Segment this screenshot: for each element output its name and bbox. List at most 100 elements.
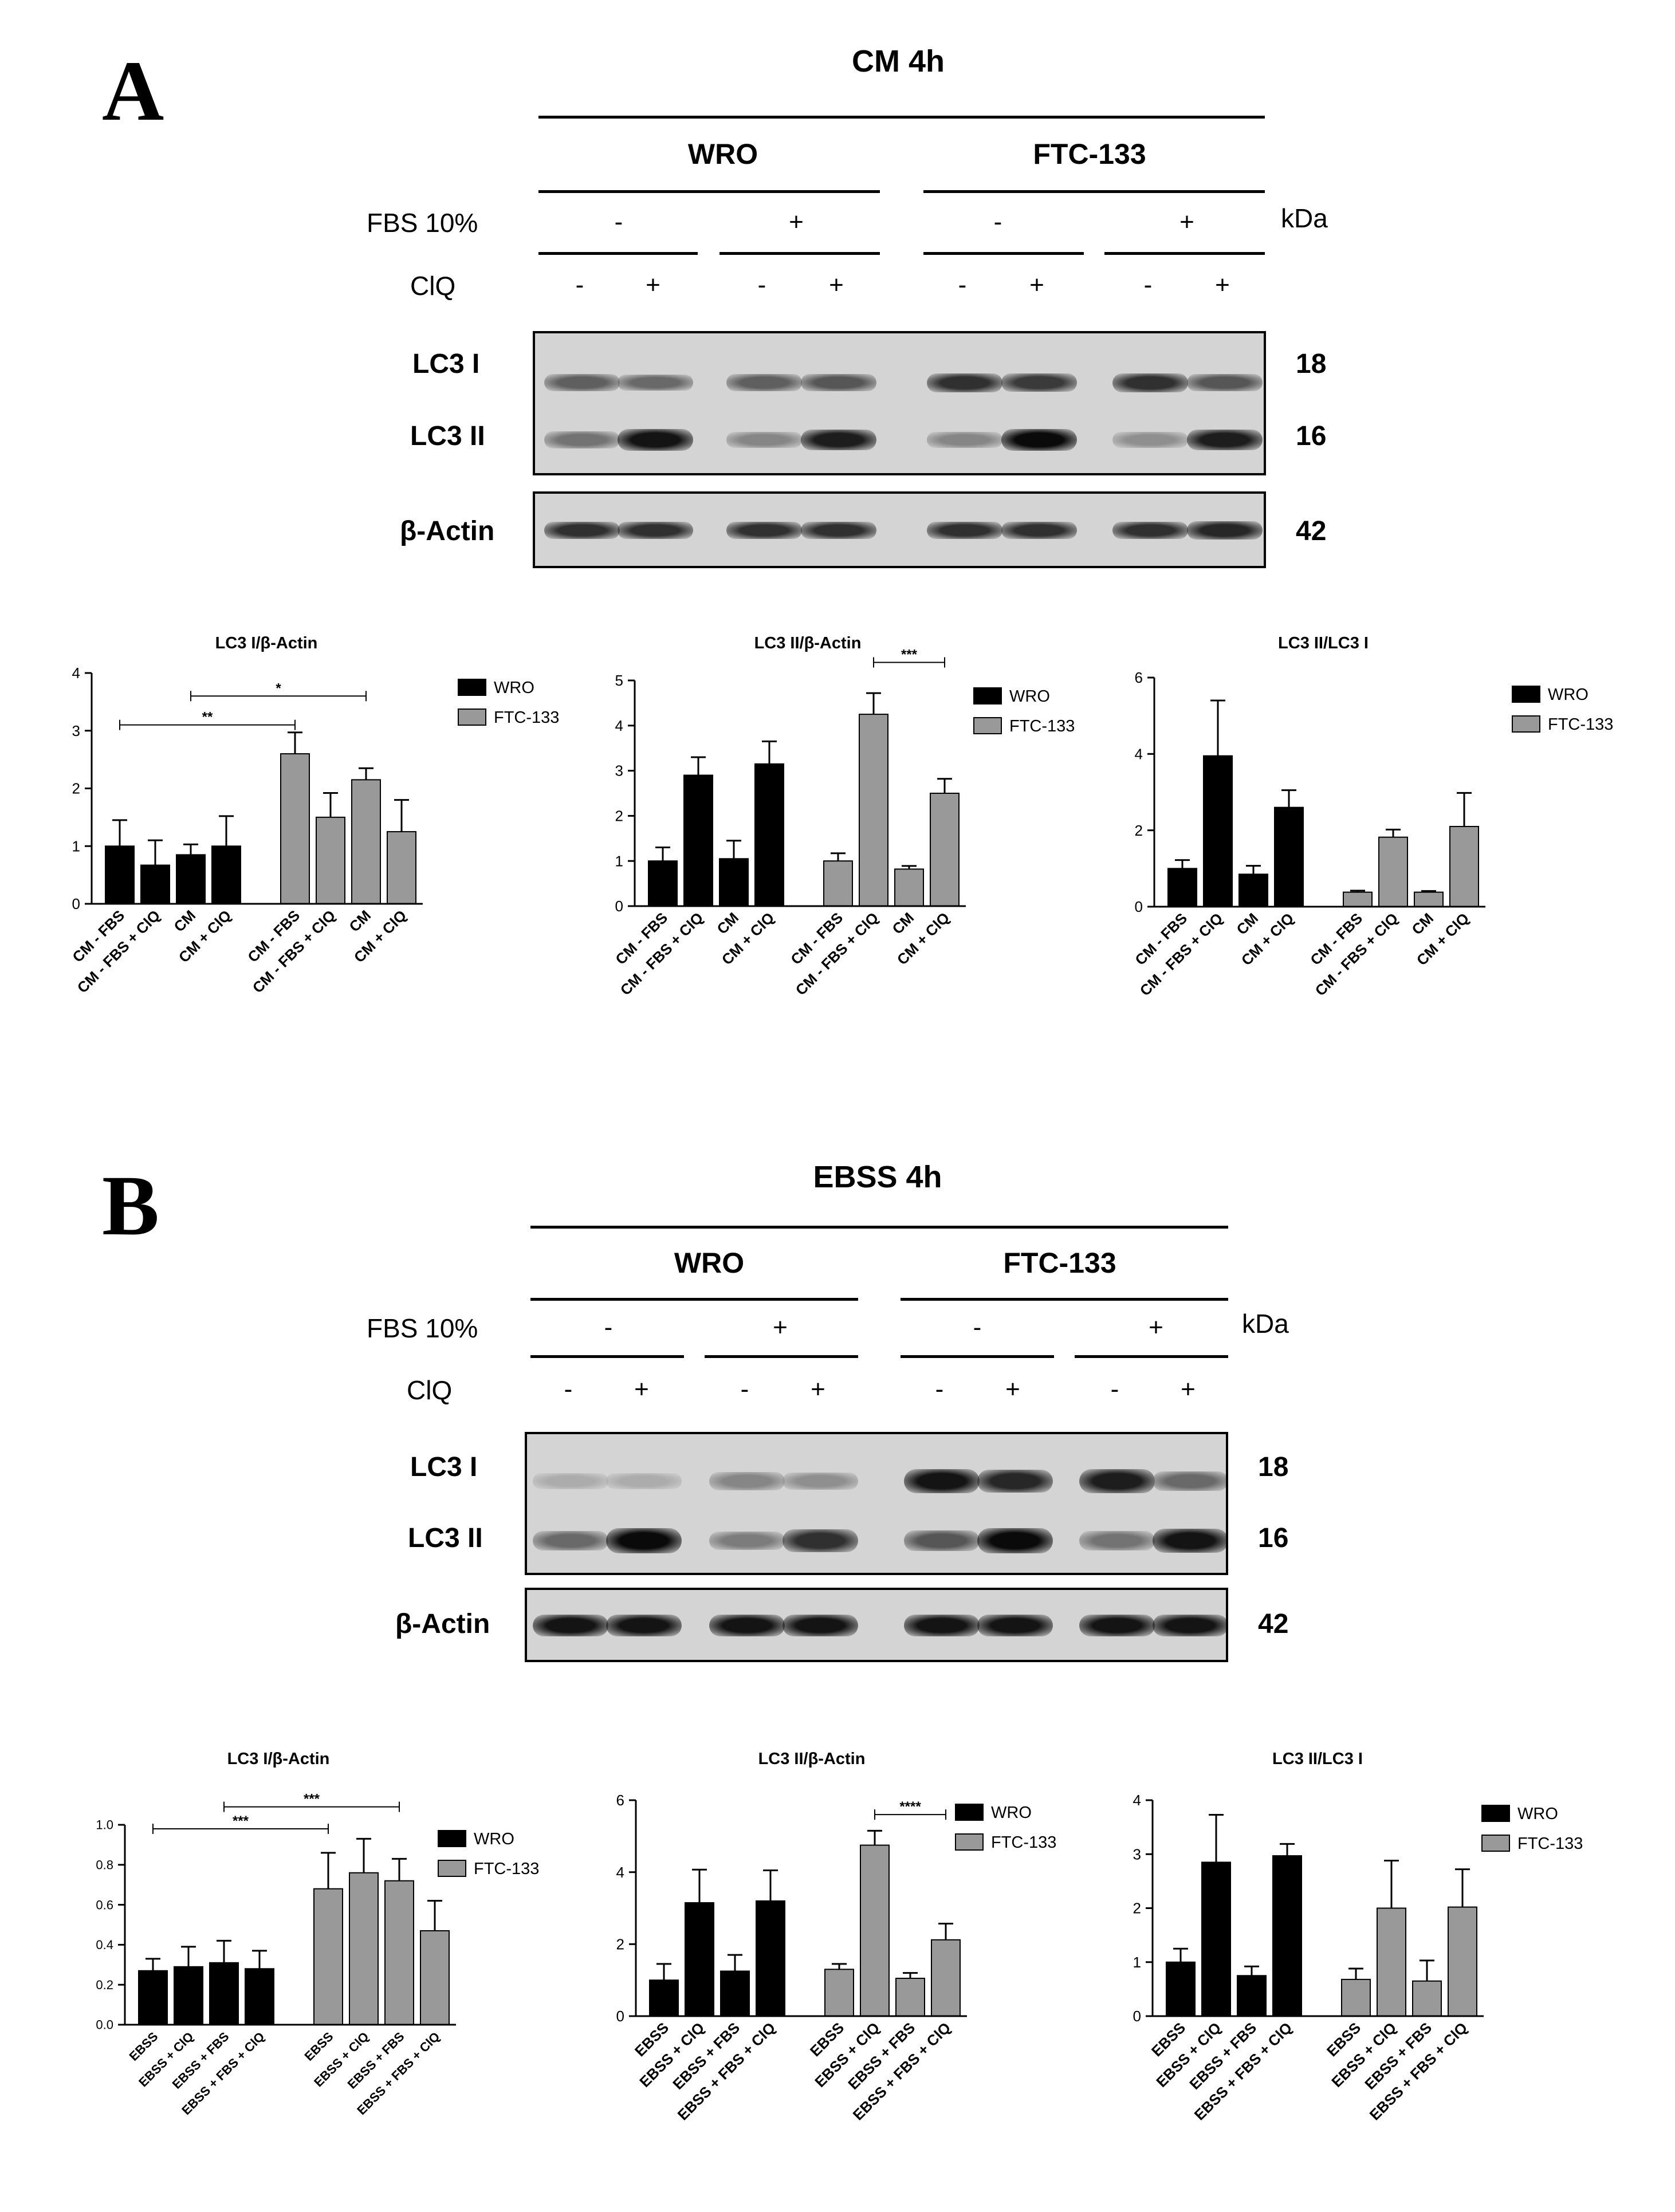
y-tick-label: 6 [616,1792,624,1809]
bar [1203,755,1233,908]
blot-band [618,429,693,451]
x-tick-label: EBSS [301,2029,336,2064]
legend-swatch [955,1833,984,1851]
clq-sign: + [1215,271,1230,299]
blot-actin [525,1588,1228,1662]
legend-swatch [458,679,486,696]
clq-sign: - [564,1375,573,1403]
clq-sign: - [1143,271,1153,299]
y-tick-label: 0.4 [96,1938,113,1952]
bar [138,1970,168,2025]
bar [754,763,784,907]
blot-band [927,373,1002,392]
bar [1166,1961,1196,2017]
clq-sign: + [829,271,844,299]
legend-label: FTC-133 [1517,1835,1583,1853]
y-tick-label: 3 [615,762,623,780]
bar [420,1930,450,2025]
blot-band [927,521,1002,540]
chart-title: LC3 II/β-Actin [754,634,862,652]
legend-label: WRO [474,1830,514,1848]
fbs-sign: - [973,1313,982,1341]
x-tick-label: CM [888,909,917,938]
bar [648,860,678,907]
fbs-sign: - [604,1313,613,1341]
divider-line [1104,252,1265,255]
bar [823,860,853,907]
legend-label: FTC-133 [1548,715,1613,734]
bar [280,753,310,905]
bar [683,774,713,907]
bar [1377,1907,1406,2017]
bar [349,1872,379,2025]
y-tick-label: 1.0 [96,1818,113,1832]
blot-band [544,521,620,540]
bar [1378,836,1408,907]
y-tick-label: 4 [1135,745,1143,762]
bar [176,854,206,904]
bar [1167,868,1197,908]
divider-line [901,1355,1054,1358]
bar [351,779,381,905]
y-tick-label: 0.6 [96,1898,113,1912]
clq-label: ClQ [407,1375,453,1405]
blot-band [544,431,620,448]
significance-label: ** [202,710,213,725]
fbs-sign: - [614,208,623,236]
legend-label: WRO [494,679,534,697]
blot-band [1153,1471,1226,1491]
blot-band [606,1473,682,1489]
blot-band [726,521,802,540]
bar [1274,806,1304,907]
blot-band [1187,429,1263,451]
legend-swatch [458,709,486,726]
panel-letter-b: B [102,1158,160,1253]
kda-label: kDa [1242,1309,1289,1339]
y-tick-label: 1 [72,837,80,855]
blot-band [904,1469,980,1494]
divider-line [923,252,1084,255]
group-label-wro: WRO [674,1247,745,1279]
y-tick-label: 2 [1133,1900,1141,1917]
divider-line [530,1298,858,1301]
legend-label: WRO [1009,687,1050,706]
bar [1448,1906,1477,2017]
significance-label: *** [304,1792,320,1807]
blot-band [927,432,1002,448]
blot-actin [533,491,1266,568]
y-tick-label: 0.0 [96,2018,113,2032]
kda-value: 18 [1258,1452,1289,1482]
bar-chart-lc3i-actin-ebss: LC3 I/β-Actin0.00.20.40.60.81.0EBSSEBSS … [96,1750,539,2117]
bar [649,1979,679,2017]
clq-sign: - [757,271,766,299]
y-tick-label: 3 [1133,1845,1141,1863]
divider-line [530,1226,1228,1229]
legend-label: FTC-133 [991,1833,1056,1852]
panel-letter-a: A [102,44,164,139]
blot-band [783,1615,858,1636]
bar [685,1902,714,2017]
bar [719,858,749,907]
legend-label: FTC-133 [474,1860,539,1878]
blot-band [1079,1469,1155,1493]
blot-band [533,1530,608,1551]
blot-band [618,374,693,391]
legend-label: WRO [991,1804,1032,1822]
fbs-label: FBS 10% [367,208,478,238]
bar [860,1844,890,2017]
bar [1201,1861,1231,2017]
y-tick-label: 0.2 [96,1978,113,1992]
bar [1272,1855,1302,2017]
divider-line [923,190,1265,193]
blot-band [533,1615,608,1636]
bar [1412,1980,1442,2017]
x-tick-label: CM [1408,910,1437,938]
fbs-sign: + [773,1313,788,1341]
bar [316,816,345,904]
blot-band [783,1529,858,1552]
bar [1341,1978,1371,2017]
blot-band [1001,521,1077,540]
blot-band [533,1473,608,1489]
